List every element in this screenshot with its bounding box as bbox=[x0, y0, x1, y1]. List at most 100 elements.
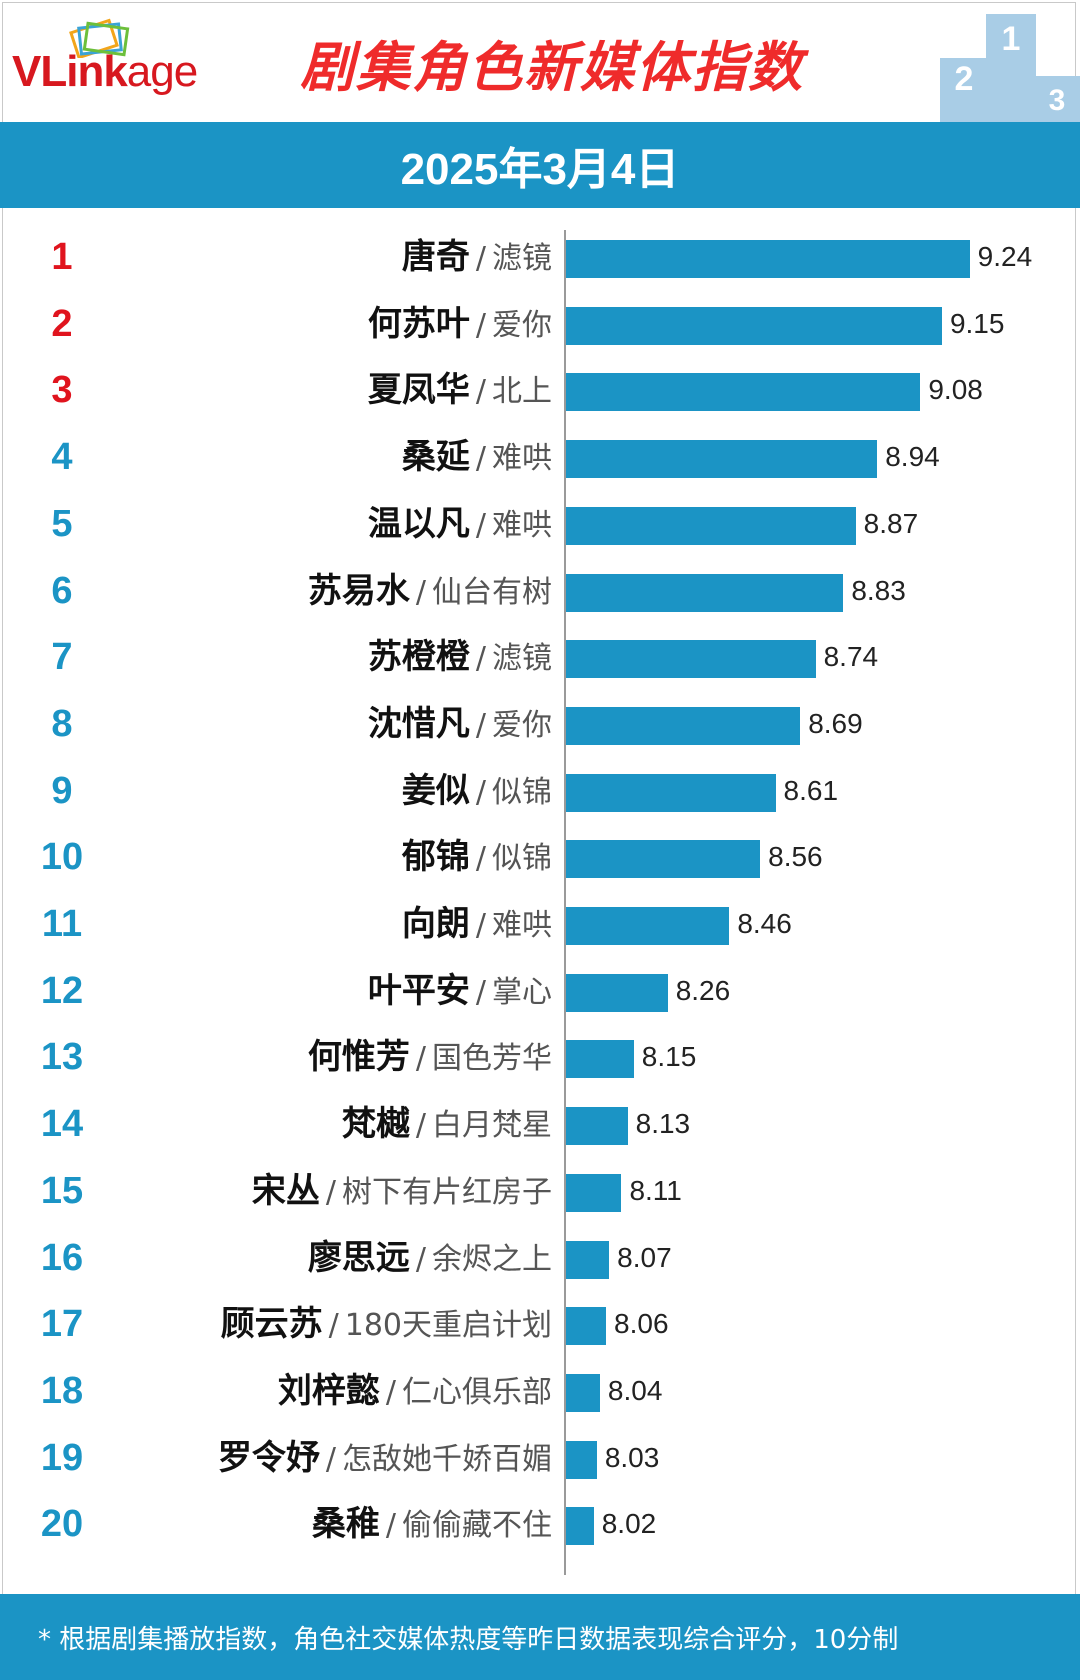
drama-title: 怎敌她千娇百媚 bbox=[342, 1441, 552, 1477]
character-name: 温以凡 bbox=[367, 503, 470, 544]
character-name: 何惟芳 bbox=[307, 1037, 410, 1078]
label-separator: / bbox=[415, 1041, 426, 1077]
data-label: 8.56 bbox=[768, 841, 823, 873]
bar bbox=[566, 1173, 622, 1212]
data-label: 8.69 bbox=[808, 707, 863, 739]
svg-text:1: 1 bbox=[1002, 20, 1021, 58]
drama-title: 国色芳华 bbox=[432, 1041, 552, 1077]
footer-text: * 根据剧集播放指数，角色社交媒体热度等昨日数据表现综合评分，10分制 bbox=[38, 1624, 899, 1655]
character-name: 顾云苏 bbox=[220, 1304, 323, 1345]
category-label: 宋丛 / 树下有片红房子 bbox=[252, 1158, 552, 1224]
bar bbox=[566, 373, 921, 412]
category-label: 沈惜凡 / 爱你 bbox=[368, 691, 552, 757]
chart-row: 6 苏易水 / 仙台有树 8.83 bbox=[0, 558, 1080, 624]
label-separator: / bbox=[325, 1441, 336, 1477]
label-separator: / bbox=[415, 1108, 426, 1144]
bar-chart: 1 唐奇 / 滤镜 9.24 2 何苏叶 / 爱你 9.15 3 夏凤华 / 北上 9.08 4 桑延 / 难哄 8.… bbox=[0, 208, 1080, 1588]
data-label: 8.74 bbox=[823, 641, 879, 673]
rank-number: 3 bbox=[51, 369, 73, 412]
data-label: 8.61 bbox=[783, 774, 839, 806]
category-label: 叶平安 / 掌心 bbox=[368, 958, 552, 1024]
chart-row: 20 桑稚 / 偷偷藏不住 8.02 bbox=[0, 1491, 1080, 1557]
bar bbox=[566, 506, 856, 545]
rank-number: 16 bbox=[40, 1236, 84, 1279]
rank-number: 19 bbox=[40, 1436, 84, 1479]
rank-number: 9 bbox=[51, 769, 73, 812]
label-separator: / bbox=[475, 707, 486, 743]
rank-number: 8 bbox=[51, 702, 73, 745]
rank-number: 18 bbox=[40, 1369, 84, 1412]
chart-row: 14 梵樾 / 白月梵星 8.13 bbox=[0, 1091, 1080, 1157]
category-label: 姜似 / 似锦 bbox=[402, 758, 552, 824]
label-separator: / bbox=[328, 1308, 339, 1344]
category-label: 刘梓懿 / 仁心俱乐部 bbox=[278, 1358, 552, 1424]
label-separator: / bbox=[475, 974, 486, 1010]
character-name: 宋丛 bbox=[251, 1170, 320, 1211]
character-name: 向朗 bbox=[401, 904, 470, 944]
label-separator: / bbox=[475, 774, 486, 810]
chart-row: 1 唐奇 / 滤镜 9.24 bbox=[0, 224, 1080, 290]
rank-number: 2 bbox=[51, 302, 73, 345]
rank-number: 15 bbox=[40, 1169, 84, 1212]
character-name: 唐奇 bbox=[401, 237, 470, 277]
bar bbox=[566, 1107, 628, 1146]
chart-row: 17 顾云苏/180天重启计划 8.06 bbox=[0, 1291, 1080, 1357]
drama-title: 难哄 bbox=[492, 908, 552, 943]
y-axis-line bbox=[564, 230, 566, 1575]
data-label: 8.11 bbox=[629, 1174, 682, 1206]
drama-title: 180天重启计划 bbox=[344, 1308, 552, 1344]
label-separator: / bbox=[385, 1508, 396, 1544]
label-separator: / bbox=[475, 241, 486, 276]
data-label: 8.87 bbox=[863, 507, 919, 539]
podium-icon: 2 1 3 bbox=[940, 14, 1080, 122]
chart-row: 18 刘梓懿 / 仁心俱乐部 8.04 bbox=[0, 1358, 1080, 1424]
character-name: 苏橙橙 bbox=[367, 637, 470, 678]
data-label: 8.94 bbox=[885, 441, 940, 473]
bar bbox=[566, 240, 970, 278]
data-label: 9.08 bbox=[928, 374, 983, 406]
character-name: 何苏叶 bbox=[367, 303, 470, 344]
drama-title: 难哄 bbox=[492, 507, 552, 543]
chart-row: 19 罗令妤 / 怎敌她千娇百媚 8.03 bbox=[0, 1425, 1080, 1491]
rank-number: 1 bbox=[51, 236, 73, 278]
data-label: 8.13 bbox=[635, 1108, 691, 1140]
rank-number: 11 bbox=[41, 903, 83, 945]
drama-title: 北上 bbox=[492, 374, 552, 410]
character-name: 苏易水 bbox=[307, 570, 410, 611]
category-label: 何苏叶 / 爱你 bbox=[368, 291, 552, 357]
data-label: 8.07 bbox=[617, 1241, 672, 1273]
rank-number: 6 bbox=[51, 569, 73, 612]
drama-title: 滤镜 bbox=[492, 641, 552, 677]
rank-number: 13 bbox=[40, 1036, 84, 1079]
category-label: 郁锦 / 似锦 bbox=[402, 824, 552, 890]
chart-row: 3 夏凤华 / 北上 9.08 bbox=[0, 357, 1080, 423]
bar bbox=[566, 440, 878, 479]
chart-row: 16 廖思远 / 余烬之上 8.07 bbox=[0, 1225, 1080, 1291]
category-label: 唐奇 / 滤镜 bbox=[402, 224, 552, 290]
bar bbox=[566, 1440, 597, 1479]
data-label: 8.03 bbox=[604, 1441, 660, 1473]
character-name: 沈惜凡 bbox=[367, 703, 470, 744]
label-separator: / bbox=[475, 374, 486, 410]
label-separator: / bbox=[415, 1241, 426, 1277]
chart-row: 5 温以凡 / 难哄 8.87 bbox=[0, 491, 1080, 557]
label-separator: / bbox=[415, 574, 426, 610]
bar bbox=[566, 1507, 594, 1546]
data-label: 8.26 bbox=[675, 974, 731, 1006]
character-name: 廖思远 bbox=[307, 1237, 410, 1278]
bar bbox=[566, 1373, 600, 1412]
category-label: 桑稚 / 偷偷藏不住 bbox=[312, 1491, 552, 1557]
bar bbox=[566, 1040, 634, 1079]
drama-title: 掌心 bbox=[492, 974, 552, 1010]
bar bbox=[566, 973, 668, 1012]
character-name: 桑延 bbox=[401, 437, 470, 478]
character-name: 桑稚 bbox=[311, 1504, 380, 1545]
character-name: 姜似 bbox=[401, 770, 470, 811]
bar bbox=[566, 1307, 607, 1346]
data-label: 8.15 bbox=[641, 1041, 697, 1073]
svg-text:3: 3 bbox=[1049, 84, 1066, 117]
bar bbox=[566, 1240, 610, 1279]
rank-number: 5 bbox=[51, 502, 73, 545]
bar bbox=[566, 773, 776, 812]
character-name: 夏凤华 bbox=[367, 370, 470, 411]
